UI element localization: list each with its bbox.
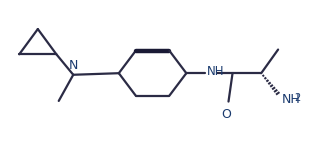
Text: N: N [69, 59, 78, 72]
Text: NH: NH [206, 65, 224, 78]
Text: NH: NH [281, 93, 300, 106]
Text: 2: 2 [294, 93, 300, 103]
Text: O: O [221, 108, 231, 121]
